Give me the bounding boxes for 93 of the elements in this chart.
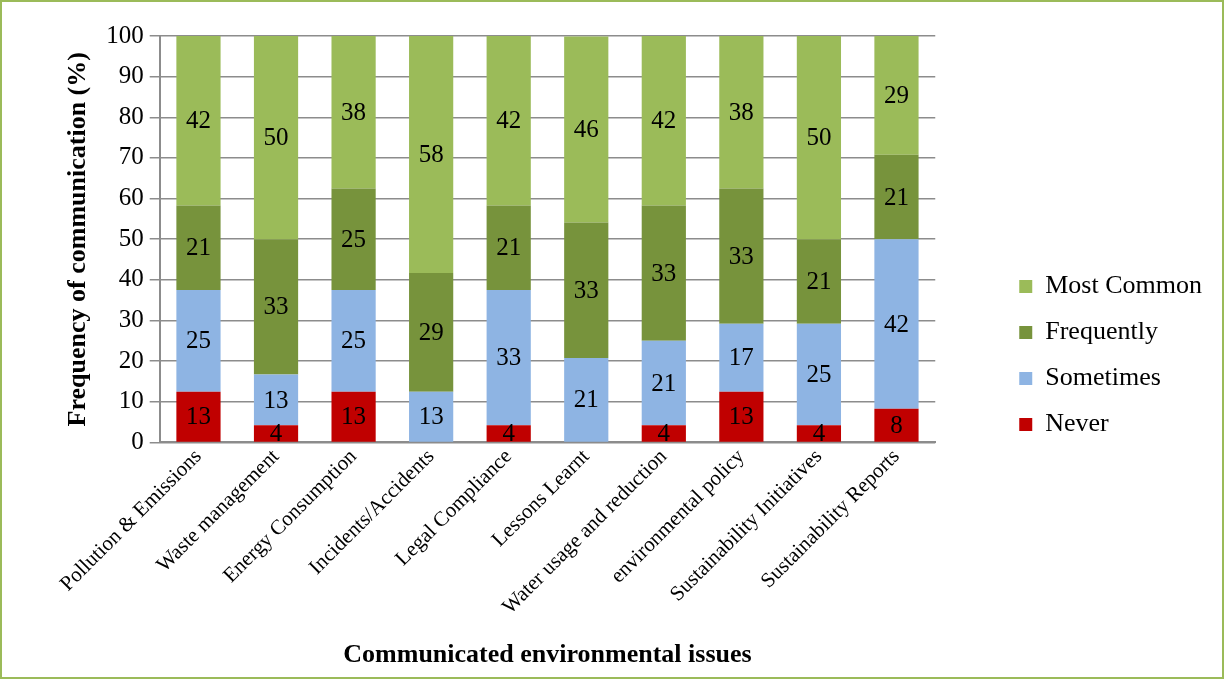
bar	[331, 188, 376, 291]
bar	[874, 408, 919, 442]
data-label: 13	[263, 385, 289, 413]
data-label: 50	[806, 123, 832, 151]
legend-label: Sometimes	[1045, 362, 1161, 392]
data-label: 29	[883, 80, 909, 108]
data-label: 4	[657, 419, 671, 447]
data-label: 13	[185, 402, 211, 430]
y-tick-label: 20	[118, 345, 144, 373]
bar	[641, 425, 686, 442]
bar	[176, 205, 221, 291]
data-label: 8	[890, 410, 903, 438]
y-tick-label: 80	[118, 101, 144, 129]
bar	[486, 205, 531, 291]
y-tick-label: 10	[118, 386, 144, 414]
data-label: 58	[418, 140, 444, 168]
legend-label: Never	[1045, 408, 1110, 438]
bar	[796, 239, 842, 324]
y-tick-label: 40	[118, 264, 144, 292]
data-label: 13	[728, 402, 754, 430]
bar	[176, 36, 221, 206]
data-label: 4	[269, 419, 283, 447]
bar	[796, 323, 842, 426]
y-tick-label: 50	[118, 223, 144, 251]
x-axis-title: Communicated environmental issues	[343, 639, 752, 669]
bar	[486, 425, 531, 442]
y-tick-label: 70	[118, 142, 144, 170]
data-label: 13	[418, 402, 444, 430]
y-tick-label: 30	[118, 305, 144, 333]
y-tick-label: 90	[118, 61, 144, 89]
data-label: 21	[883, 182, 909, 210]
data-label: 21	[496, 233, 522, 261]
data-label: 38	[728, 97, 754, 125]
data-label: 21	[651, 368, 677, 396]
data-label: 25	[341, 224, 367, 252]
bar	[641, 340, 686, 426]
data-label: 29	[418, 317, 444, 345]
data-label: 21	[185, 233, 211, 261]
legend-label: Most Common	[1045, 270, 1202, 300]
data-label: 50	[263, 123, 289, 151]
bar	[176, 290, 221, 392]
data-label: 4	[502, 419, 516, 447]
bar	[719, 323, 764, 392]
data-label: 21	[573, 385, 599, 413]
bar	[719, 391, 764, 442]
bar	[253, 239, 299, 375]
bar	[796, 425, 842, 442]
legend-label: Frequently	[1045, 316, 1158, 346]
data-label: 42	[496, 106, 522, 134]
bar	[874, 239, 919, 409]
bar	[719, 188, 764, 324]
data-label: 42	[883, 309, 909, 337]
bar	[253, 36, 299, 240]
bar	[719, 36, 764, 189]
bar	[874, 36, 919, 155]
data-label: 25	[806, 360, 832, 388]
data-label: 25	[341, 326, 367, 354]
data-label: 33	[496, 343, 522, 371]
bar	[331, 391, 376, 442]
bar	[564, 357, 609, 442]
bar	[409, 36, 454, 273]
bar	[331, 36, 376, 189]
data-label: 21	[806, 267, 832, 295]
y-tick-label: 60	[118, 183, 144, 211]
data-label: 46	[573, 115, 599, 143]
bar	[564, 36, 609, 223]
data-label: 13	[341, 402, 367, 430]
bar	[331, 290, 376, 392]
data-label: 33	[728, 241, 754, 269]
bar	[486, 36, 531, 206]
y-tick-label: 100	[106, 20, 144, 48]
bar	[641, 36, 686, 206]
bar	[409, 391, 454, 442]
data-label: 4	[812, 419, 826, 447]
bar	[486, 290, 531, 426]
data-label: 42	[185, 106, 211, 134]
data-label: 33	[651, 258, 677, 286]
bar	[176, 391, 221, 442]
bar	[253, 374, 299, 426]
y-axis-title: Frequency of communication (%)	[62, 52, 92, 427]
data-label: 33	[263, 292, 289, 320]
bar	[874, 154, 919, 240]
bar	[796, 36, 842, 240]
data-label: 33	[573, 275, 599, 303]
data-label: 25	[185, 326, 211, 354]
data-label: 17	[728, 343, 754, 371]
bar	[641, 205, 686, 341]
bar	[253, 425, 299, 442]
data-label: 42	[651, 106, 677, 134]
y-tick-label: 0	[131, 427, 144, 454]
bar	[564, 222, 609, 358]
bar	[409, 272, 454, 392]
data-label: 38	[341, 97, 367, 125]
